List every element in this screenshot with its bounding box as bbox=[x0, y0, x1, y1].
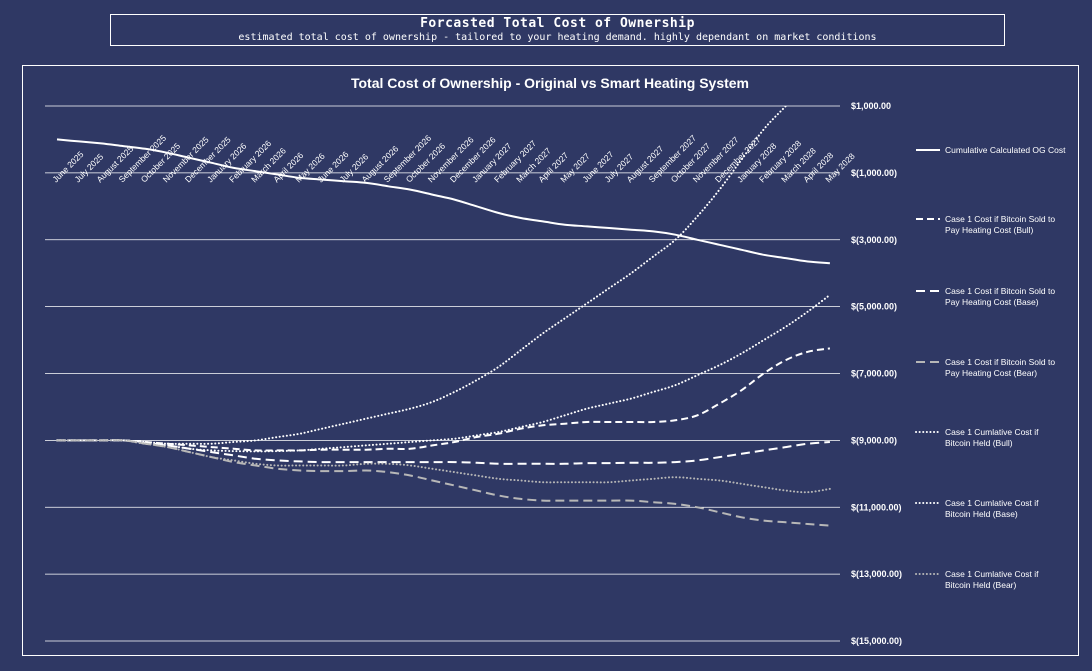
y-tick-label: $(15,000.00) bbox=[851, 636, 902, 646]
series-line-7 bbox=[56, 439, 831, 494]
legend-label: Case 1 Cumlative Cost if Bitcoin Held (Bu… bbox=[945, 427, 1039, 448]
legend-label: Case 1 Cost if Bitcoin Sold to Pay Heatin… bbox=[945, 214, 1055, 235]
series-line-2 bbox=[56, 347, 831, 452]
y-tick-label: $(5,000.00) bbox=[851, 302, 897, 312]
y-tick-label: $(13,000.00) bbox=[851, 569, 902, 579]
legend-label: Cumulative Calculated OG Cost bbox=[945, 145, 1066, 155]
chart-frame bbox=[22, 65, 1079, 656]
y-tick-label: $(7,000.00) bbox=[851, 369, 897, 379]
legend-label: Case 1 Cumlative Cost if Bitcoin Held (Be… bbox=[945, 569, 1039, 590]
series-line-3 bbox=[56, 439, 830, 465]
series-line-6 bbox=[56, 293, 831, 453]
legend-label: Case 1 Cost if Bitcoin Sold to Pay Heatin… bbox=[945, 357, 1055, 378]
legend-label: Case 1 Cost if Bitcoin Sold to Pay Heatin… bbox=[945, 286, 1055, 307]
y-tick-label: $(9,000.00) bbox=[851, 435, 897, 445]
y-tick-label: $(3,000.00) bbox=[851, 235, 897, 245]
chart-title: Total Cost of Ownership - Original vs Sm… bbox=[350, 75, 750, 91]
y-tick-label: $(11,000.00) bbox=[851, 502, 902, 512]
page-subtitle: estimated total cost of ownership - tail… bbox=[238, 32, 877, 43]
header-box: Forcasted Total Cost of Ownership estima… bbox=[110, 14, 1005, 46]
page-title: Forcasted Total Cost of Ownership bbox=[420, 16, 695, 31]
y-tick-label: $1,000.00 bbox=[851, 101, 891, 111]
series-line-5 bbox=[56, 106, 788, 445]
series-line-4 bbox=[56, 439, 830, 527]
legend-label: Case 1 Cumlative Cost if Bitcoin Held (Ba… bbox=[945, 498, 1039, 519]
y-tick-label: $(1,000.00) bbox=[851, 168, 897, 178]
series-line-1 bbox=[56, 138, 830, 265]
